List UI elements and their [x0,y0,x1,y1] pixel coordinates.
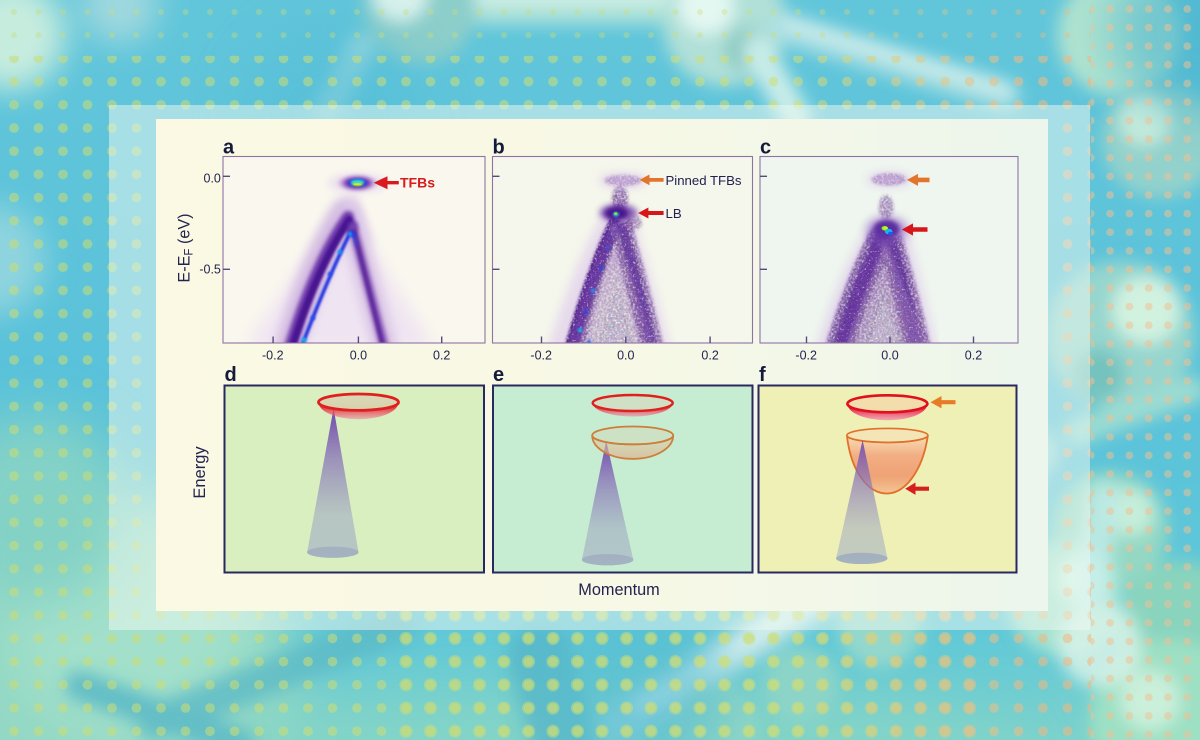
svg-text:a: a [223,137,235,159]
svg-text:-0.2: -0.2 [795,348,817,362]
svg-text:f: f [759,364,766,386]
svg-text:0.0: 0.0 [350,348,367,362]
svg-text:Pinned TFBs: Pinned TFBs [666,173,742,188]
svg-text:d: d [225,364,237,386]
svg-text:c: c [760,137,771,159]
svg-text:-0.2: -0.2 [530,348,552,362]
svg-text:0.0: 0.0 [204,171,221,185]
svg-text:0.0: 0.0 [881,348,898,362]
svg-text:LB: LB [666,206,682,221]
svg-text:0.2: 0.2 [965,348,982,362]
svg-text:0.2: 0.2 [701,348,718,362]
svg-text:e: e [493,364,504,386]
svg-text:-0.5: -0.5 [199,263,221,277]
svg-text:Energy: Energy [191,446,209,499]
svg-text:0.0: 0.0 [617,348,634,362]
svg-text:-0.2: -0.2 [262,348,284,362]
svg-text:b: b [493,137,505,159]
svg-text:0.2: 0.2 [433,348,450,362]
svg-text:TFBs: TFBs [400,175,435,191]
svg-text:Momentum: Momentum [578,581,659,599]
svg-text:E-EF (eV): E-EF (eV) [176,213,196,282]
